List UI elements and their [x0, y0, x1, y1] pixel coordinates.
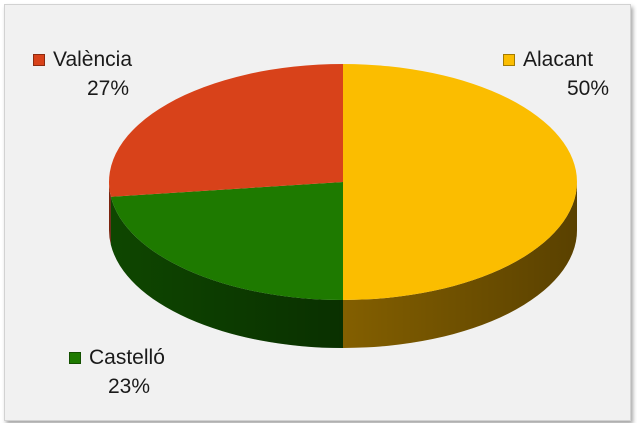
legend-alacant: Alacant 50% — [503, 45, 633, 103]
legend-swatch-valencia — [33, 53, 45, 66]
pie-sides — [109, 182, 577, 348]
chart-area: València 27% Alacant 50% Castelló 23% — [4, 4, 631, 421]
legend-valencia: València 27% — [33, 45, 183, 103]
legend-value-castello: 23% — [107, 375, 151, 398]
pie-side-shade-valencia — [109, 182, 111, 245]
legend-value-valencia: 27% — [86, 77, 130, 100]
pie-slice-valencia — [109, 64, 343, 197]
pie-side-shade-alacant — [343, 182, 577, 348]
pie-slice-castello — [110, 182, 344, 300]
legend-value-alacant: 50% — [566, 77, 610, 100]
legend-label-valencia: València — [53, 48, 132, 71]
legend-swatch-alacant — [503, 53, 515, 66]
pie-side-shade-castello — [110, 196, 344, 348]
pie-chart — [109, 64, 577, 348]
legend-label-alacant: Alacant — [523, 48, 594, 71]
legend-swatch-castello — [69, 351, 81, 364]
legend-castello: Castelló 23% — [69, 343, 219, 401]
pie-slice-alacant — [343, 64, 577, 300]
legend-label-castello: Castelló — [89, 346, 165, 369]
pie-tops — [109, 64, 577, 300]
